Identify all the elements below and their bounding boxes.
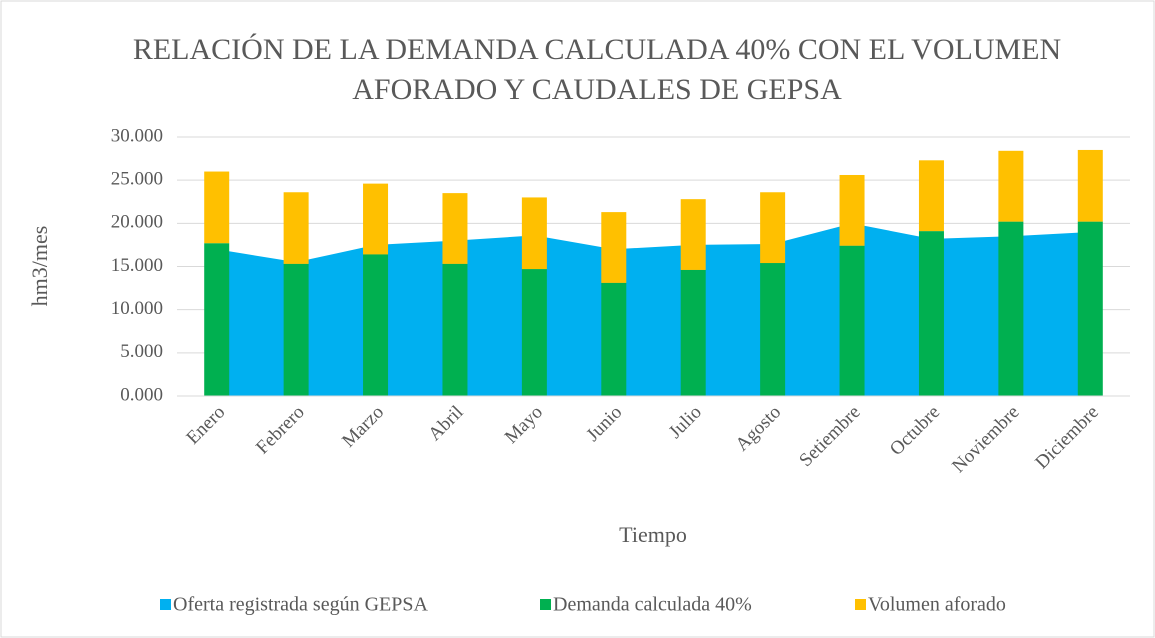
bar [204,243,230,396]
bar [521,197,547,270]
y-tick-label: 5.000 [120,341,163,362]
legend-swatch [160,599,171,610]
legend-label: Volumen aforado [868,594,1006,616]
y-tick-label: 0.000 [120,384,163,405]
bar [442,193,468,264]
bar [363,254,389,396]
y-tick-label: 10.000 [111,298,163,319]
bar [283,263,309,396]
y-tick-label: 15.000 [111,255,163,276]
x-axis-title: Tiempo [619,522,687,547]
legend-swatch [540,599,551,610]
bar [521,269,547,396]
chart-title: RELACIÓN DE LA DEMANDA CALCULADA 40% CON… [133,33,1061,66]
bar [680,269,706,396]
bar [760,263,786,396]
bar [1077,221,1103,396]
area [216,223,1091,396]
bar [918,160,944,232]
bar [204,171,230,244]
bar [839,245,865,396]
bar [601,212,627,283]
y-axis-title: hm3/mes [27,226,52,307]
bar [442,263,468,396]
bar [601,282,627,396]
legend-label: Oferta registrada según GEPSA [173,594,428,616]
y-tick-label: 30.000 [111,125,163,146]
bar [283,192,309,264]
y-tick-label: 25.000 [111,169,163,190]
bar [998,150,1024,222]
bar [998,221,1024,396]
legend-label: Demanda calculada 40% [553,594,752,616]
chart-title: AFORADO Y CAUDALES DE GEPSA [352,73,842,106]
bar [839,174,865,246]
bar [680,199,706,270]
y-tick-label: 20.000 [111,212,163,233]
bar [760,192,786,264]
bar [918,231,944,396]
bar [363,183,389,255]
bar [1077,149,1103,222]
legend-swatch [855,599,866,610]
